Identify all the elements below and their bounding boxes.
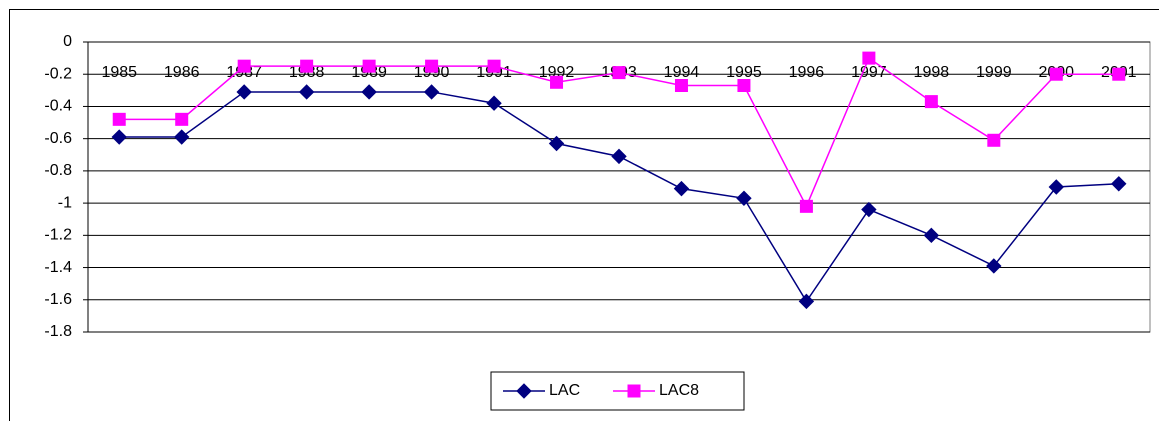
x-tick-label: 1996 bbox=[789, 64, 825, 81]
point bbox=[301, 60, 313, 72]
point bbox=[988, 134, 1000, 146]
y-tick-label: -1.4 bbox=[44, 259, 72, 276]
y-tick-label: -1.2 bbox=[44, 227, 72, 244]
point bbox=[925, 96, 937, 108]
point bbox=[613, 67, 625, 79]
point bbox=[176, 113, 188, 125]
legend-marker bbox=[628, 385, 640, 397]
point bbox=[488, 60, 500, 72]
y-tick-label: -1.6 bbox=[44, 291, 72, 308]
y-tick-label: 0 bbox=[63, 33, 72, 50]
plot-area bbox=[88, 42, 1150, 332]
y-tick-label: -0.8 bbox=[44, 162, 72, 179]
point bbox=[363, 60, 375, 72]
point bbox=[675, 80, 687, 92]
legend-label: LAC bbox=[549, 382, 580, 399]
y-tick-label: -0.4 bbox=[44, 98, 72, 115]
point bbox=[1113, 68, 1125, 80]
x-tick-label: 1985 bbox=[101, 64, 137, 81]
x-tick-label: 1986 bbox=[164, 64, 200, 81]
y-tick-label: -1 bbox=[58, 194, 72, 211]
y-tick-label: -1.8 bbox=[44, 323, 72, 340]
x-tick-label: 1995 bbox=[726, 64, 762, 81]
point bbox=[426, 60, 438, 72]
point bbox=[238, 60, 250, 72]
legend-label: LAC8 bbox=[659, 382, 699, 399]
point bbox=[551, 76, 563, 88]
y-tick-label: -0.2 bbox=[44, 65, 72, 82]
y-tick-label: -0.6 bbox=[44, 130, 72, 147]
point bbox=[800, 200, 812, 212]
point bbox=[738, 80, 750, 92]
x-tick-label: 1998 bbox=[914, 64, 950, 81]
x-tick-label: 1999 bbox=[976, 64, 1012, 81]
x-tick-label: 1994 bbox=[664, 64, 700, 81]
point bbox=[863, 52, 875, 64]
point bbox=[1050, 68, 1062, 80]
point bbox=[113, 113, 125, 125]
